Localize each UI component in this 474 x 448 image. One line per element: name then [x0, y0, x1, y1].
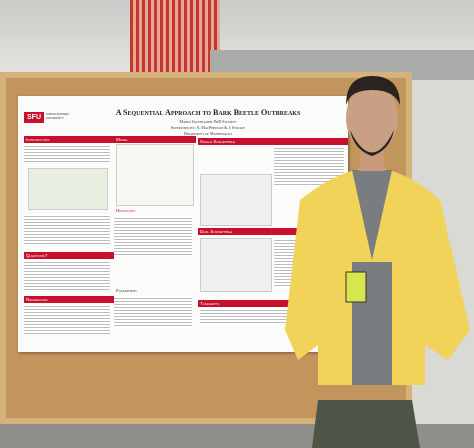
section-header: Single Susceptible [198, 138, 348, 145]
section-header: Parameters [116, 288, 137, 293]
section-header: Dual Susceptible [198, 228, 348, 235]
beard [350, 130, 394, 156]
text-block [24, 144, 110, 164]
red-installation [130, 0, 220, 75]
university: SIMON FRASER UNIVERSITY [46, 112, 69, 120]
table [114, 296, 192, 328]
figure [200, 238, 272, 292]
poster-title: A Sequential Approach to Bark Beetle Out… [115, 108, 301, 117]
section-header: Highlights [116, 208, 136, 213]
supervisors: Supervised by: A. MacPherson & J. Stocki… [170, 125, 246, 130]
pants [312, 400, 420, 448]
text-block [24, 260, 110, 290]
hair [346, 76, 400, 105]
text-block [24, 304, 110, 334]
figure [116, 144, 194, 206]
author: Mahdi Salehzadeh, PhD Student [179, 119, 237, 124]
head [346, 84, 398, 152]
shirt [352, 170, 392, 260]
section-header: Model [114, 136, 196, 143]
section-header: Introduction [24, 136, 114, 143]
figure [200, 174, 272, 226]
figure [28, 168, 108, 210]
logo: SFU [24, 112, 44, 123]
text-block [114, 216, 192, 256]
text-block [24, 214, 110, 244]
department: Department of Mathematics [183, 131, 233, 136]
section-header: References [24, 296, 114, 303]
badge [345, 271, 367, 303]
section-header: Takeaways [198, 300, 348, 307]
section-header: Questions? [24, 252, 114, 259]
poster: SFU SIMON FRASER UNIVERSITY A Sequential… [18, 96, 348, 352]
